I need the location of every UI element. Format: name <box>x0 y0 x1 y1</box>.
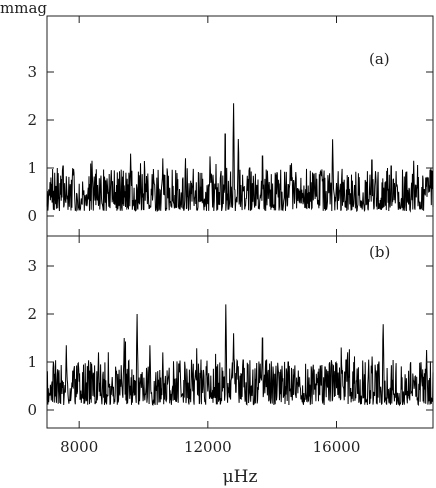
series-a-spectrum <box>46 103 434 213</box>
panel-b: 0 1 2 3 (b) <box>27 236 434 428</box>
y-axis-unit-label: mmag <box>0 0 47 17</box>
x-tick-label: 8000 <box>60 438 98 456</box>
plot-frame <box>46 15 434 429</box>
x-tick-label: 16000 <box>313 438 361 456</box>
x-tick-label: 12000 <box>184 438 232 456</box>
panel-b-label: (b) <box>369 243 390 261</box>
y-tick-label: 3 <box>27 63 37 81</box>
x-axis-label: μHz <box>223 467 258 487</box>
y-tick-label: 1 <box>27 159 37 177</box>
panel-a-label: (a) <box>369 50 390 68</box>
y-tick-label: 1 <box>27 353 37 371</box>
y-tick-label: 3 <box>27 257 37 275</box>
y-tick-label: 2 <box>27 111 37 129</box>
panel-b-ticks: 0 1 2 3 <box>27 236 433 428</box>
y-tick-label: 2 <box>27 305 37 323</box>
x-axis-ticks: 8000 12000 16000 <box>60 438 360 456</box>
y-tick-label: 0 <box>27 207 37 225</box>
series-b-spectrum <box>46 304 434 407</box>
panel-a: 0 1 2 3 (a) <box>27 16 434 236</box>
y-tick-label: 0 <box>27 401 37 419</box>
panel-a-ticks: 0 1 2 3 <box>27 16 433 236</box>
